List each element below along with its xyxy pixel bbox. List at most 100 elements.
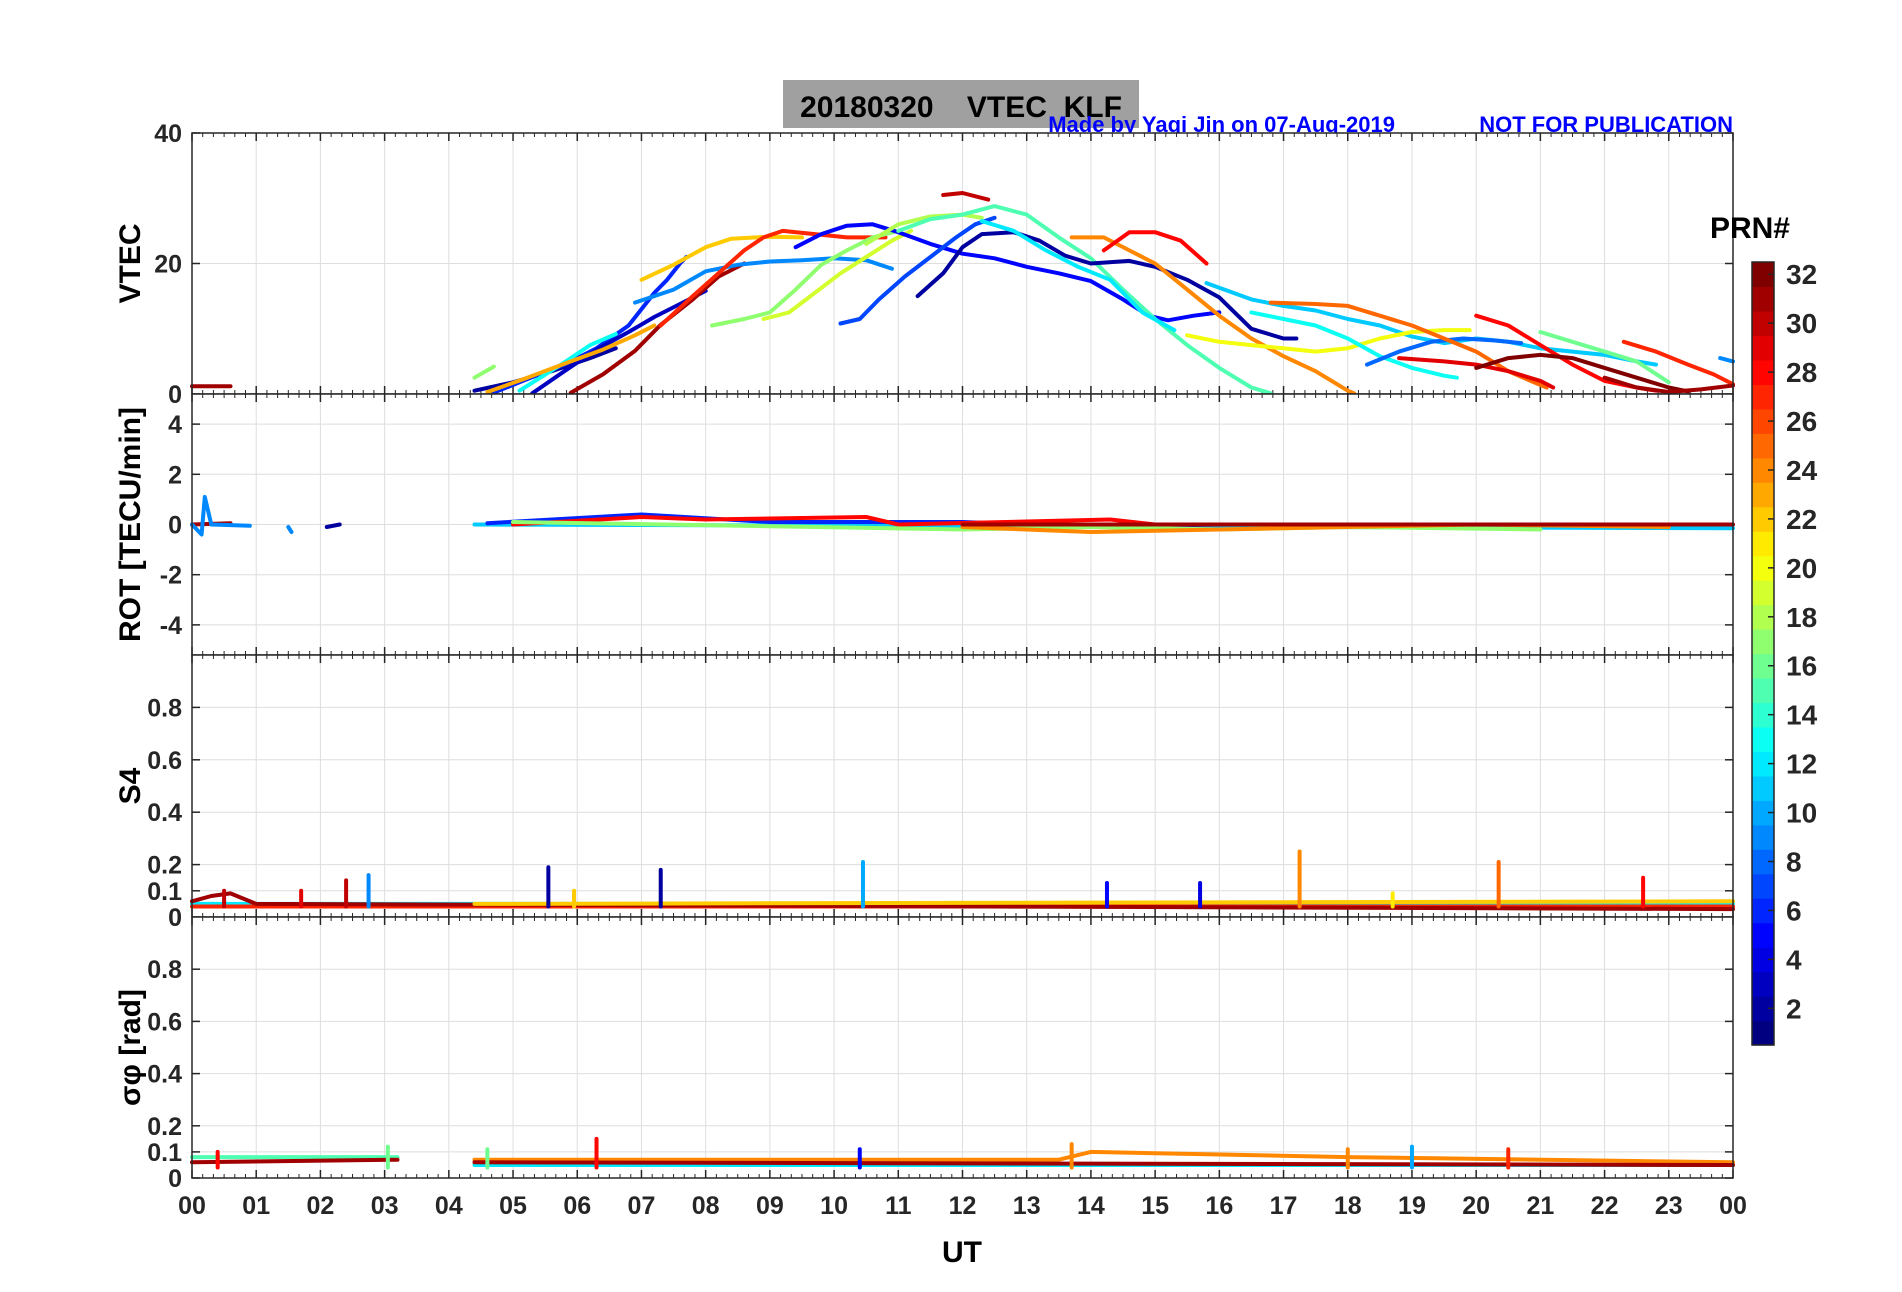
colorbar-band: [1752, 653, 1774, 679]
series-line-prn-12: [979, 219, 1177, 333]
x-tick-label: 23: [1655, 1192, 1683, 1220]
series-line-prn-13: [1249, 310, 1459, 380]
series-line-prn-19: [761, 228, 914, 321]
y-tick-label: 20: [154, 251, 182, 279]
colorbar-band: [1752, 408, 1774, 434]
colorbar-band: [1752, 824, 1774, 850]
y-tick-label: -4: [160, 612, 182, 640]
x-tick-label: 00: [1719, 1192, 1747, 1220]
x-tick-label: 08: [692, 1192, 720, 1220]
panel-s4: 00.10.2 0.4 0.6 0.8 S4: [114, 654, 1735, 932]
x-tick-label: 04: [435, 1192, 463, 1220]
x-tick-label: 22: [1591, 1192, 1619, 1220]
series-line-prn-13: [517, 332, 618, 393]
colorbar-band: [1752, 751, 1774, 777]
colorbar-band: [1752, 702, 1774, 728]
colorbar-band: [1752, 726, 1774, 752]
x-tick-label: 17: [1270, 1192, 1298, 1220]
series-line-prn-11: [1204, 281, 1658, 367]
colorbar-band: [1752, 604, 1774, 630]
x-tick-label: 13: [1013, 1192, 1041, 1220]
series-line-prn-2: [915, 230, 1299, 341]
series-line-prn-9: [286, 525, 294, 534]
y-tick-label: 0.6: [147, 747, 182, 775]
series-line-prn-5: [793, 222, 1222, 323]
y-tick-label: 4: [168, 411, 182, 439]
y-tick-label: 0: [168, 1165, 182, 1193]
colorbar-band: [1752, 384, 1774, 410]
series-line-prn-27: [1621, 339, 1735, 387]
colorbar-tick-label: 20: [1786, 553, 1817, 584]
colorbar-label: PRN#: [1710, 212, 1790, 245]
series-line-prn-28: [511, 515, 1158, 527]
panel-sigma_phi: 00.10.2 0.4 0.6 0.8σφ [rad]: [114, 916, 1735, 1193]
panel-rot: -4 -2 0 2 4 ROT [TECU/min]: [114, 393, 1735, 656]
x-tick-label: 11: [885, 1192, 912, 1220]
series-line-prn-24: [472, 1149, 1735, 1165]
y-tick-label: 0.4: [147, 1061, 182, 1089]
colorbar-band: [1752, 262, 1774, 288]
x-tick-label: 12: [949, 1192, 977, 1220]
colorbar-tick-label: 2: [1786, 993, 1802, 1024]
y-tick-label: 40: [154, 120, 182, 148]
x-tick-label: 03: [371, 1192, 399, 1220]
colorbar-tick-label: 4: [1786, 944, 1802, 975]
x-tick-label: 15: [1141, 1192, 1169, 1220]
x-tick-labels: 00 01 02 03 04 05 06 07 08 09 10 11 12 13 14 15 16 17 18 19…: [178, 1192, 1747, 1220]
x-tick-label: 20: [1462, 1192, 1490, 1220]
y-tick-label: -2: [160, 562, 182, 590]
series-line-prn-9: [1718, 356, 1735, 364]
series-line-prn-32: [1474, 352, 1691, 394]
y-axis-label: ROT [TECU/min]: [114, 407, 147, 642]
colorbar-tick-label: 18: [1786, 602, 1817, 633]
x-tick-label: 06: [563, 1192, 591, 1220]
colorbar-tick-label: 14: [1786, 700, 1818, 731]
colorbar-band: [1752, 898, 1774, 924]
colorbar-tick-label: 26: [1786, 406, 1817, 437]
y-tick-label: 0: [168, 381, 182, 409]
colorbar-band: [1752, 335, 1774, 361]
series-line-prn-7: [838, 215, 997, 326]
series-line-prn-31: [472, 1160, 1735, 1167]
colorbar-band: [1752, 800, 1774, 826]
y-tick-label: 0.8: [147, 694, 182, 722]
x-tick-label: 10: [820, 1192, 848, 1220]
colorbar-tick-label: 10: [1786, 798, 1817, 829]
colorbar-band: [1752, 506, 1774, 532]
colorbar-band: [1752, 873, 1774, 899]
x-tick-label: 18: [1334, 1192, 1362, 1220]
x-tick-label: 19: [1398, 1192, 1426, 1220]
x-tick-label: 01: [242, 1192, 270, 1220]
title-box: 20180320 VTEC KLF: [783, 80, 1139, 128]
colorbar-frame: [1751, 261, 1775, 1046]
series-line-prn-17: [710, 228, 901, 328]
series-line-prn-22: [472, 899, 1735, 906]
panel-frame: [191, 916, 1734, 1179]
panel-vtec: 0 20 40 VTEC: [114, 120, 1735, 409]
colorbar-band: [1752, 555, 1774, 581]
colorbar-band: [1752, 922, 1774, 948]
colorbar-tick-label: 28: [1786, 357, 1817, 388]
colorbar-band: [1752, 677, 1774, 704]
series-line-prn-3: [530, 288, 708, 396]
colorbar-band: [1752, 971, 1774, 997]
series-line-prn-9: [190, 494, 252, 537]
y-tick-label: 0.6: [147, 1008, 182, 1036]
colorbar-band: [1752, 1020, 1774, 1046]
y-axis-label: VTEC: [114, 223, 147, 303]
y-tick-label: 0: [168, 904, 182, 932]
y-tick-label: 0.1: [147, 878, 182, 906]
colorbar-band: [1752, 849, 1774, 875]
colorbar-band: [1752, 531, 1774, 557]
y-axis-label: S4: [114, 767, 147, 804]
colorbar-band: [1752, 947, 1774, 973]
series-line-prn-30: [941, 191, 991, 202]
series-line-prn-23: [485, 323, 657, 394]
colorbar-tick-label: 30: [1786, 308, 1817, 339]
y-tick-label: 0.2: [147, 852, 182, 880]
series-line-prn-24: [1069, 235, 1357, 396]
series-line-prn-2: [324, 522, 342, 529]
series-line-prn-15: [896, 204, 1273, 396]
